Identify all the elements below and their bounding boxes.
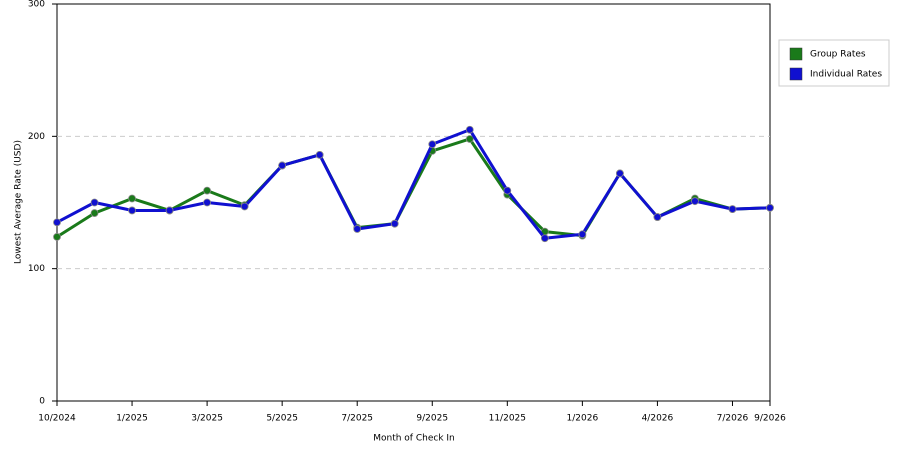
data-point bbox=[766, 203, 774, 212]
legend-label: Group Rates bbox=[810, 50, 866, 60]
x-tick-label: 4/2026 bbox=[642, 414, 674, 424]
x-tick-label: 9/2026 bbox=[754, 414, 786, 424]
data-point bbox=[165, 206, 174, 215]
data-point bbox=[578, 230, 587, 239]
data-point bbox=[128, 194, 136, 203]
data-point bbox=[465, 135, 474, 143]
data-point bbox=[53, 218, 61, 227]
plot-frame bbox=[56, 3, 771, 402]
x-tick-label: 1/2025 bbox=[116, 414, 148, 424]
data-point bbox=[203, 198, 212, 207]
x-axis-label: Month of Check In bbox=[373, 434, 455, 444]
data-point bbox=[315, 150, 324, 159]
data-point bbox=[503, 186, 512, 195]
x-tick-label: 7/2026 bbox=[717, 414, 749, 424]
data-point bbox=[465, 125, 474, 134]
y-tick-label: 100 bbox=[28, 264, 45, 274]
data-point bbox=[203, 186, 212, 195]
y-axis-label: Lowest Average Rate (USD) bbox=[14, 140, 24, 264]
data-point bbox=[90, 209, 99, 217]
y-tick-label: 0 bbox=[39, 397, 45, 407]
data-point bbox=[390, 219, 399, 228]
legend-swatch bbox=[789, 47, 803, 61]
x-tick-label: 1/2026 bbox=[567, 414, 599, 424]
x-tick-label: 11/2025 bbox=[489, 414, 526, 424]
data-point bbox=[540, 234, 549, 243]
series-line bbox=[56, 137, 771, 239]
y-tick-label: 200 bbox=[28, 132, 45, 142]
x-tick-label: 3/2025 bbox=[191, 414, 223, 424]
data-point bbox=[90, 198, 99, 207]
data-point bbox=[353, 225, 362, 233]
data-point bbox=[240, 202, 249, 211]
data-point bbox=[653, 213, 662, 221]
data-point bbox=[728, 205, 737, 214]
x-tick-label: 10/2024 bbox=[38, 414, 76, 424]
data-point bbox=[615, 169, 624, 178]
data-point bbox=[128, 206, 136, 215]
data-point bbox=[53, 233, 61, 241]
data-point bbox=[691, 197, 699, 206]
legend-label: Individual Rates bbox=[810, 70, 882, 80]
data-point bbox=[278, 161, 287, 170]
x-tick-label: 7/2025 bbox=[341, 414, 373, 424]
y-tick-label: 300 bbox=[28, 0, 45, 10]
x-tick-label: 5/2025 bbox=[266, 414, 298, 424]
series-line bbox=[56, 128, 771, 240]
data-point bbox=[428, 140, 437, 149]
legend-swatch bbox=[789, 67, 803, 81]
x-tick-label: 9/2025 bbox=[416, 414, 448, 424]
